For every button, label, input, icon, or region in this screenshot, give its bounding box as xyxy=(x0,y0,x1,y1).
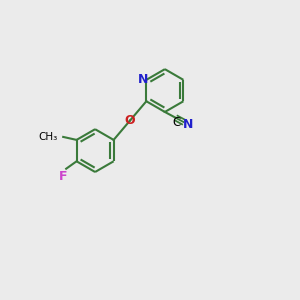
Text: N: N xyxy=(183,118,194,131)
Text: O: O xyxy=(125,114,135,127)
Text: CH₃: CH₃ xyxy=(38,132,57,142)
Text: F: F xyxy=(59,170,68,183)
Text: N: N xyxy=(138,73,148,86)
Text: C: C xyxy=(172,116,180,129)
